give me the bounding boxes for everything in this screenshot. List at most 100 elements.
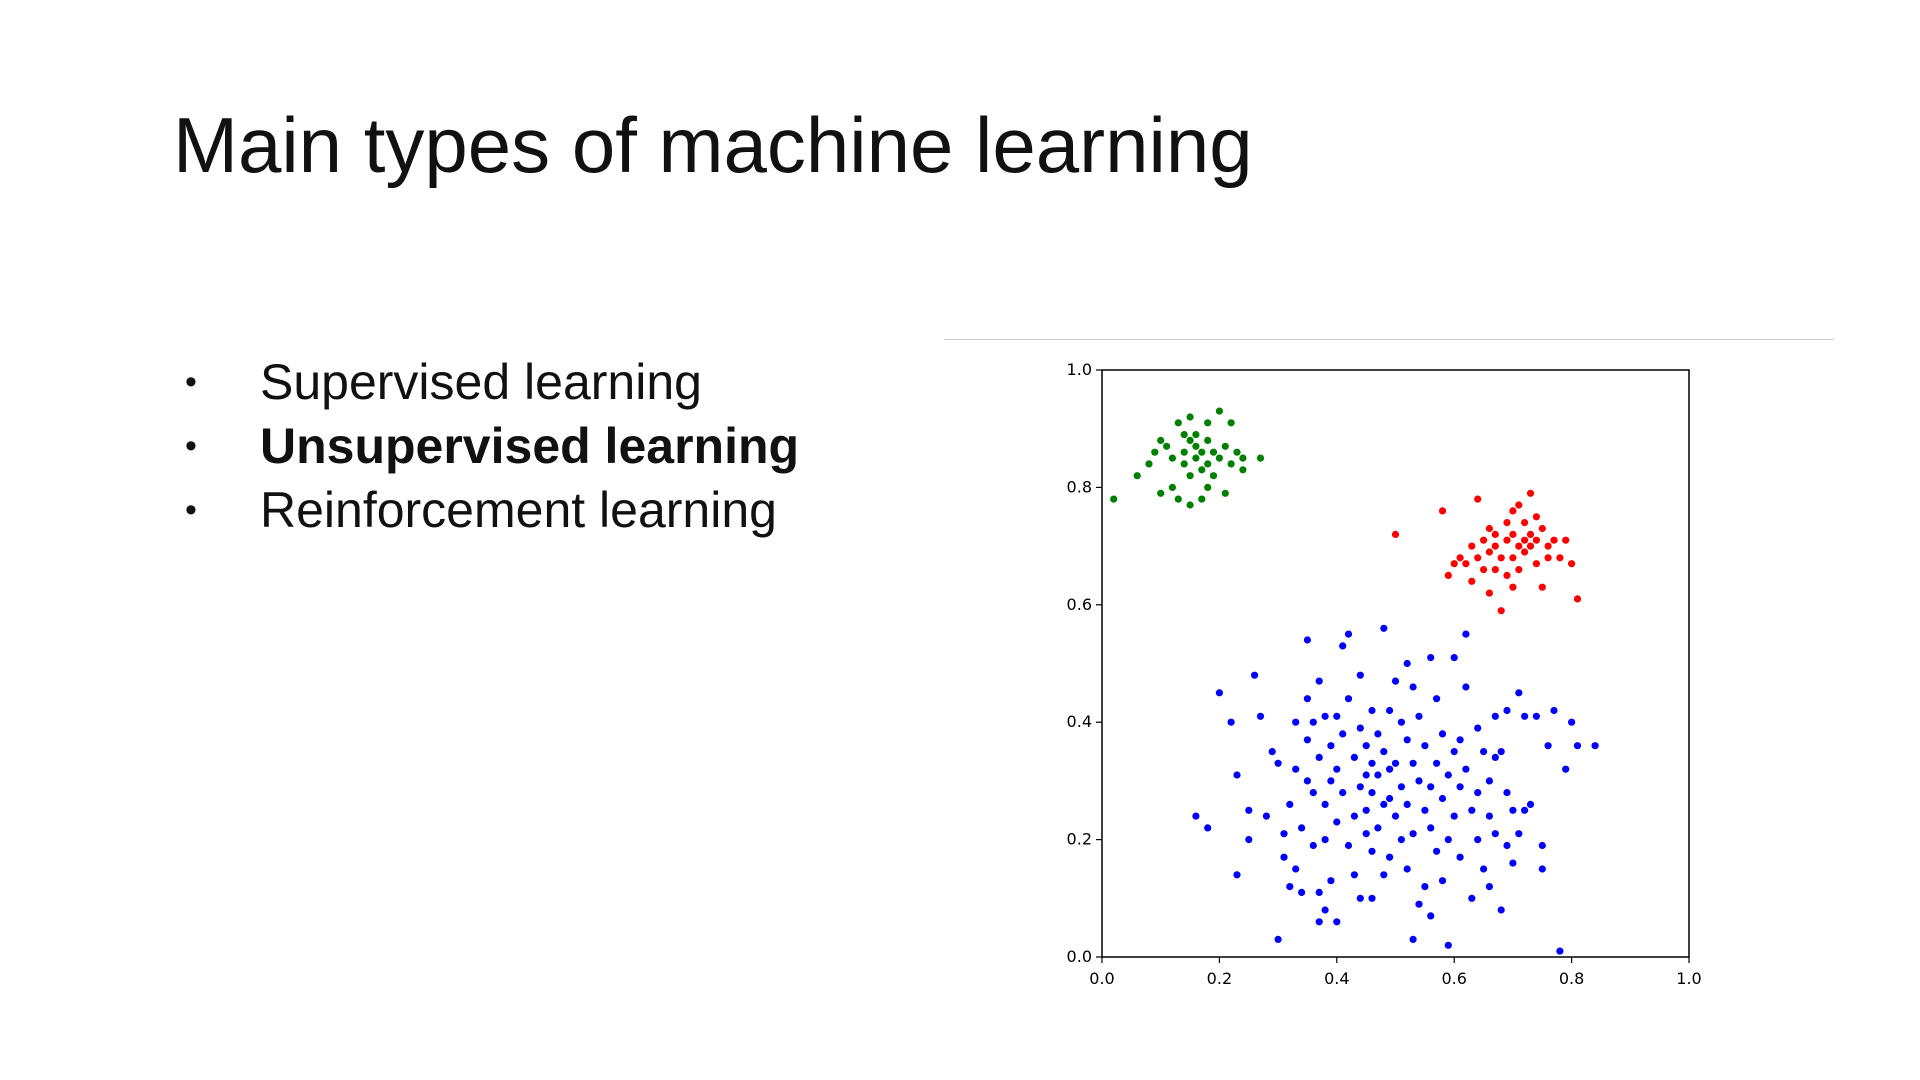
data-point-s0-6 <box>1163 442 1171 450</box>
data-point-s0-23 <box>1198 495 1206 503</box>
data-point-s2-34 <box>1321 712 1329 720</box>
data-point-s0-32 <box>1221 442 1229 450</box>
data-point-s2-146 <box>1538 841 1546 850</box>
data-point-s1-9 <box>1474 554 1482 562</box>
data-point-s2-104 <box>1433 847 1441 855</box>
slide-title: Main types of machine learning <box>173 101 1253 189</box>
data-point-s2-131 <box>1491 753 1499 761</box>
data-point-s0-17 <box>1186 501 1194 509</box>
data-point-s1-18 <box>1497 607 1505 615</box>
data-point-s2-4 <box>1233 771 1241 779</box>
data-point-s2-123 <box>1474 789 1482 797</box>
data-point-s2-145 <box>1532 712 1540 720</box>
data-point-s2-103 <box>1433 759 1441 767</box>
data-point-s1-10 <box>1480 536 1488 544</box>
data-point-s2-74 <box>1386 706 1394 715</box>
data-point-s2-60 <box>1362 806 1370 814</box>
data-point-s2-75 <box>1386 765 1394 773</box>
data-point-s1-36 <box>1532 513 1540 521</box>
data-point-s0-3 <box>1151 448 1159 456</box>
data-point-s2-93 <box>1415 777 1423 785</box>
data-point-s2-64 <box>1368 789 1376 797</box>
points-layer <box>1110 407 1599 955</box>
data-point-s0-25 <box>1204 436 1212 444</box>
data-point-s2-51 <box>1350 753 1358 761</box>
data-point-s2-77 <box>1386 853 1394 861</box>
data-point-s2-66 <box>1368 894 1376 902</box>
bullet-text-supervised: Supervised learning <box>260 354 702 410</box>
data-point-s2-71 <box>1380 748 1388 756</box>
data-point-s2-99 <box>1427 783 1435 791</box>
data-point-s2-153 <box>1573 742 1582 750</box>
data-point-s2-152 <box>1568 718 1576 726</box>
data-point-s0-9 <box>1174 419 1182 427</box>
data-point-s1-39 <box>1538 524 1546 533</box>
data-point-s0-33 <box>1221 489 1229 497</box>
data-point-s1-3 <box>1450 560 1458 568</box>
data-point-s2-0 <box>1192 812 1200 820</box>
axes-frame <box>1101 369 1690 958</box>
data-point-s2-73 <box>1380 871 1388 879</box>
data-point-s0-34 <box>1227 460 1235 468</box>
data-point-s2-139 <box>1509 859 1517 867</box>
data-point-s1-21 <box>1503 536 1511 544</box>
data-point-s1-33 <box>1526 489 1535 497</box>
data-point-s2-41 <box>1333 712 1341 720</box>
data-point-s2-65 <box>1368 847 1376 855</box>
data-point-s1-42 <box>1544 554 1552 562</box>
bullet-dot-icon: • <box>185 363 197 401</box>
data-point-s0-12 <box>1180 460 1188 468</box>
data-point-s2-63 <box>1368 759 1376 767</box>
data-point-s0-14 <box>1186 413 1194 421</box>
data-point-s2-118 <box>1462 683 1470 691</box>
data-point-s2-82 <box>1397 783 1405 791</box>
data-point-s2-148 <box>1544 742 1552 750</box>
data-point-s1-46 <box>1568 560 1576 568</box>
data-point-s0-0 <box>1110 495 1118 503</box>
data-point-s2-39 <box>1327 777 1335 785</box>
data-point-s1-17 <box>1491 566 1499 574</box>
data-point-s2-149 <box>1550 706 1558 715</box>
data-point-s2-35 <box>1321 800 1329 808</box>
data-point-s1-29 <box>1515 566 1523 574</box>
divider-line <box>944 339 1834 340</box>
data-point-s1-2 <box>1444 571 1452 579</box>
x-tick-label: 0.2 <box>1207 969 1232 988</box>
data-point-s0-36 <box>1233 448 1241 456</box>
data-point-s2-96 <box>1421 806 1429 814</box>
data-point-s1-11 <box>1480 566 1488 574</box>
data-point-s2-32 <box>1315 888 1323 897</box>
data-point-s2-26 <box>1303 636 1311 644</box>
data-point-s2-13 <box>1274 759 1282 767</box>
data-point-s2-141 <box>1515 830 1523 838</box>
data-point-s1-13 <box>1485 548 1493 556</box>
data-point-s0-4 <box>1157 436 1165 444</box>
data-point-s0-11 <box>1180 431 1188 439</box>
data-point-s0-39 <box>1256 454 1265 462</box>
data-point-s2-121 <box>1468 894 1476 902</box>
data-point-s1-34 <box>1526 530 1535 538</box>
data-point-s2-102 <box>1433 695 1441 703</box>
data-point-s0-16 <box>1186 472 1194 480</box>
data-point-s2-2 <box>1215 689 1223 697</box>
data-point-s2-98 <box>1427 654 1435 662</box>
data-point-s1-5 <box>1462 560 1470 568</box>
data-point-s2-142 <box>1521 806 1529 814</box>
data-point-s2-119 <box>1462 765 1470 773</box>
y-tick-label: 1.0 <box>1067 360 1092 379</box>
data-point-s2-134 <box>1497 906 1505 914</box>
data-point-s0-38 <box>1239 454 1247 462</box>
data-point-s0-18 <box>1192 454 1200 462</box>
data-point-s1-23 <box>1509 507 1517 515</box>
data-point-s2-6 <box>1245 806 1253 814</box>
data-point-s1-27 <box>1515 501 1523 509</box>
data-point-s2-137 <box>1503 841 1511 850</box>
data-point-s2-61 <box>1362 830 1370 838</box>
data-point-s2-87 <box>1403 865 1411 873</box>
data-point-s2-86 <box>1403 800 1411 808</box>
data-point-s2-7 <box>1245 836 1253 844</box>
data-point-s1-47 <box>1573 595 1582 603</box>
data-point-s2-10 <box>1262 812 1270 820</box>
data-point-s2-16 <box>1286 800 1294 808</box>
data-point-s1-41 <box>1544 542 1552 550</box>
